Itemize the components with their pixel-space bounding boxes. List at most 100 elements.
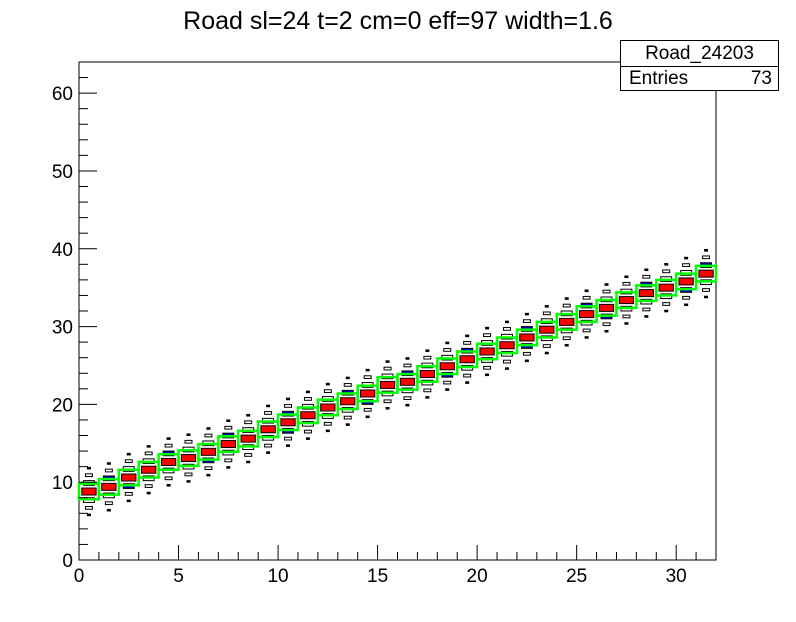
data-cell	[578, 310, 595, 319]
data-cell	[698, 269, 714, 278]
data-cell	[325, 382, 330, 386]
data-cell	[146, 445, 151, 448]
data-cell	[622, 281, 631, 286]
data-cell	[385, 360, 390, 363]
data-cell	[300, 411, 316, 420]
y-tick-label: 30	[52, 318, 73, 339]
data-cell	[343, 383, 352, 387]
data-cell	[126, 499, 131, 503]
data-cell	[503, 327, 511, 331]
data-cell	[220, 440, 236, 449]
data-cell	[399, 377, 416, 386]
data-cell	[244, 453, 253, 457]
data-cell	[184, 439, 193, 444]
data-cell	[106, 462, 111, 465]
data-cell	[264, 411, 273, 415]
data-cell	[485, 326, 490, 330]
data-cell	[146, 491, 151, 495]
data-cell	[365, 415, 370, 419]
data-cell	[624, 322, 629, 325]
data-cell	[363, 375, 372, 380]
y-tick-label: 20	[52, 395, 73, 416]
x-tick-label: 30	[666, 566, 687, 587]
data-cell	[522, 319, 531, 323]
road-outline	[77, 264, 718, 501]
data-cell	[86, 466, 91, 470]
data-cell	[280, 418, 296, 427]
data-cell	[266, 451, 271, 454]
data-cell	[305, 437, 310, 440]
data-cell	[439, 362, 455, 371]
data-cell	[678, 277, 694, 286]
data-cell	[425, 349, 430, 352]
data-cell	[286, 444, 291, 447]
data-cell	[662, 269, 671, 274]
data-cell	[323, 421, 332, 426]
data-cell	[425, 396, 430, 399]
stats-entries-row: Entries 73	[621, 66, 778, 91]
data-cell	[419, 370, 436, 379]
data-cell	[124, 459, 133, 464]
data-cell	[383, 399, 392, 404]
data-cell	[582, 328, 591, 333]
data-cell	[186, 480, 191, 483]
data-cell	[200, 447, 217, 456]
data-cell	[180, 454, 197, 463]
y-tick-label: 40	[52, 240, 73, 261]
data-cell	[519, 333, 535, 342]
data-cell	[544, 351, 549, 355]
data-cell	[644, 268, 649, 272]
data-cell	[106, 508, 111, 512]
data-cell	[618, 296, 635, 305]
data-cell	[582, 295, 591, 300]
data-cell	[702, 288, 711, 292]
x-tick-label: 0	[74, 566, 85, 587]
data-cell	[81, 487, 97, 496]
data-cell	[604, 283, 609, 286]
data-cell	[166, 484, 171, 487]
data-cell	[186, 433, 191, 437]
data-cell	[323, 389, 332, 394]
data-cell	[684, 303, 689, 307]
data-cell	[503, 359, 511, 364]
data-cell	[284, 436, 292, 441]
data-cell	[260, 425, 276, 434]
data-cell	[166, 437, 171, 440]
data-cell	[246, 460, 251, 464]
data-cell	[359, 389, 376, 398]
data-cell	[459, 355, 475, 364]
data-cell	[423, 388, 432, 393]
data-cell	[562, 336, 571, 341]
data-cell	[320, 403, 336, 412]
data-cell	[483, 365, 492, 370]
data-cell	[662, 302, 671, 306]
data-cell	[206, 473, 211, 477]
data-cell	[542, 311, 551, 316]
data-cell	[584, 289, 589, 293]
data-cell	[702, 255, 711, 260]
y-tick-label: 60	[52, 84, 73, 105]
data-cell	[204, 466, 213, 471]
data-cell	[184, 472, 193, 477]
data-cell	[485, 373, 490, 377]
y-tick-label: 50	[52, 162, 73, 183]
data-cell	[644, 315, 649, 318]
data-cell	[602, 322, 611, 327]
data-cell	[124, 491, 133, 496]
data-cell	[622, 314, 631, 319]
data-cell	[483, 333, 492, 337]
data-cell	[445, 388, 450, 391]
data-cell	[638, 289, 654, 298]
data-cell	[121, 473, 137, 482]
stats-entries-value: 73	[750, 68, 772, 89]
data-cell	[704, 295, 709, 299]
data-cell	[584, 336, 589, 339]
data-cell	[642, 274, 651, 279]
data-cell	[405, 403, 410, 407]
data-cell	[479, 347, 495, 356]
data-cell	[379, 380, 396, 389]
data-cell	[101, 482, 117, 491]
x-tick-label: 25	[566, 566, 587, 587]
data-cell	[642, 307, 651, 312]
